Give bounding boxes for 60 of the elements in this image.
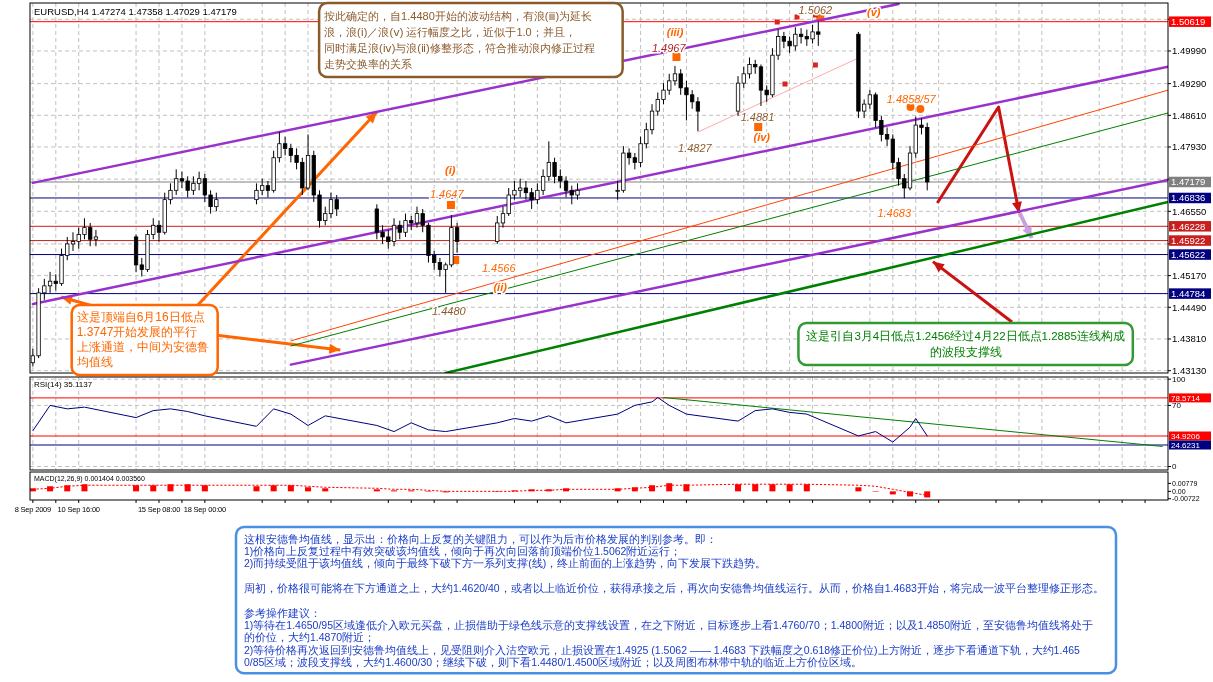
annotation: 1.4827 bbox=[678, 141, 713, 154]
annotation: 1.4647 bbox=[429, 187, 465, 200]
annotation: 1.4858/57 bbox=[886, 92, 937, 105]
annotation: 1.5062 bbox=[798, 3, 833, 16]
y-tick-label: 1.43810 bbox=[1172, 333, 1207, 345]
bar bbox=[322, 488, 329, 492]
bar bbox=[803, 484, 810, 492]
y-tick-label: 1.49290 bbox=[1172, 77, 1207, 89]
bar bbox=[855, 487, 862, 492]
bar bbox=[563, 488, 570, 492]
y-tick-label: 1.48610 bbox=[1172, 109, 1207, 121]
chart-title: RSI(14) 35.1137 bbox=[34, 380, 93, 389]
ref-line-label: 1.47179 bbox=[1171, 176, 1206, 188]
ref-line-label: 1.46836 bbox=[1171, 192, 1206, 204]
bar bbox=[545, 489, 552, 492]
y-tick-label: 1.45170 bbox=[1172, 269, 1207, 281]
annotation: (iv) bbox=[753, 130, 771, 143]
annotation: (ii) bbox=[493, 280, 508, 293]
ref-line-label: 1.50619 bbox=[1171, 16, 1206, 28]
text: 周初，价格很可能将在下方通道之上，大约1.4620/40，或者以上临近价位，获得承接之后，再次向安德鲁均值线运行。从而，价格自1.4683开始，将完成一波平台整理修正形态。 bbox=[244, 582, 1104, 595]
annotation: 这是顶端自6月16日低点1.3747开始发展的平行上涨通道，中间为安德鲁均值线 bbox=[75, 310, 209, 370]
annotation: 按此确定的，自1.4480开始的波动结构，有浪(ⅲ)为延长浪，浪(ⅰ)／浪(ⅴ) 运行幅度之比，近似于1.0；并且，同时满足浪(ⅳ)与浪(ⅱ)修整形态，符合推动浪内修正过程走势交换率的关系 bbox=[324, 10, 595, 70]
annotation: 1.4967 bbox=[651, 41, 687, 54]
ref-line-label: 1.45922 bbox=[1171, 234, 1206, 246]
ref-line-label: 34.9206 bbox=[1171, 431, 1201, 441]
y-tick-label: 1.49990 bbox=[1172, 45, 1207, 57]
annotation: 这是引自3月4日低点1.2456经过4月22日低点1.2885连线构成的波段支撑线 bbox=[806, 329, 1125, 358]
bar bbox=[631, 487, 638, 492]
ref-line-label: 24.6231 bbox=[1171, 440, 1201, 450]
bar bbox=[614, 488, 621, 492]
ref-line-label: 1.45622 bbox=[1171, 248, 1206, 260]
text: 2)等待价格再次返回到安德鲁均值线上，见受阻则介入沽空欧元，止损设置在1.4925 (1.5062 —— 1.4683 下跌幅度之0.618修正价位)上方附近，逐步下看通道下轨，大约1.4650/85区域；波段支撑线，大约1.4600/30；继续下破，则下看1.4480/1.4500区域附近；以及周图布林带中轨的临近上方价位区域。 bbox=[244, 643, 1081, 668]
bar bbox=[253, 486, 260, 492]
annotation: (i) bbox=[445, 163, 456, 176]
y-tick-label: 1.46550 bbox=[1172, 205, 1207, 217]
y-tick-label: 100 bbox=[1172, 374, 1186, 384]
annotation: 1.4566 bbox=[481, 261, 517, 274]
bar bbox=[305, 487, 312, 492]
y-tick-label: 1.44490 bbox=[1172, 301, 1207, 313]
bar bbox=[47, 486, 54, 492]
annotation: (iii) bbox=[666, 25, 684, 38]
annotation: 1.4480 bbox=[432, 304, 467, 317]
text: 这根安德鲁均值线，显示出：价格向上反复的关键阻力，可以作为后市价格发展的判别参考。即： bbox=[244, 532, 717, 545]
bar bbox=[528, 489, 535, 492]
chart-title: EURUSD,H4 1.47274 1.47358 1.47029 1.47179 bbox=[34, 5, 237, 17]
y-tick-label: 1.43130 bbox=[1172, 365, 1207, 376]
bar bbox=[752, 484, 759, 492]
text: 1)等待在1.4650/95区域逢低介入欧元买盘，止损借助于绿色线示意的支撑线设置，在之下附近，目标逐步上看1.4760/70；1.4800附近；以及1.4850附近，至安德鲁均值线将处于的价位，大约1.4870附近； bbox=[244, 618, 1093, 644]
annotation: 1.4881 bbox=[740, 110, 775, 123]
ref-line-label: 1.46228 bbox=[1171, 220, 1206, 232]
text: 参考操作建议： bbox=[244, 606, 321, 619]
ref-line-label: 1.44784 bbox=[1171, 287, 1206, 299]
y-tick-label: 1.47930 bbox=[1172, 141, 1207, 153]
text: 2)而持续受阻于该均值线，倾向于最终下破下方一系列支撑(线)，终止前面的上涨趋势，向下发展下跌趋势。 bbox=[244, 557, 767, 570]
ref-line-label: 78.5714 bbox=[1171, 393, 1201, 403]
y-tick-label: 0 bbox=[1172, 462, 1177, 472]
y-tick-label: 70 bbox=[1172, 401, 1182, 411]
text: 1)价格向上反复过程中有效突破该均值线，倾向于再次向回落前顶端价位1.5062附近运行； bbox=[244, 545, 682, 558]
bar bbox=[373, 489, 380, 492]
annotation: 1.4683 bbox=[877, 206, 912, 219]
